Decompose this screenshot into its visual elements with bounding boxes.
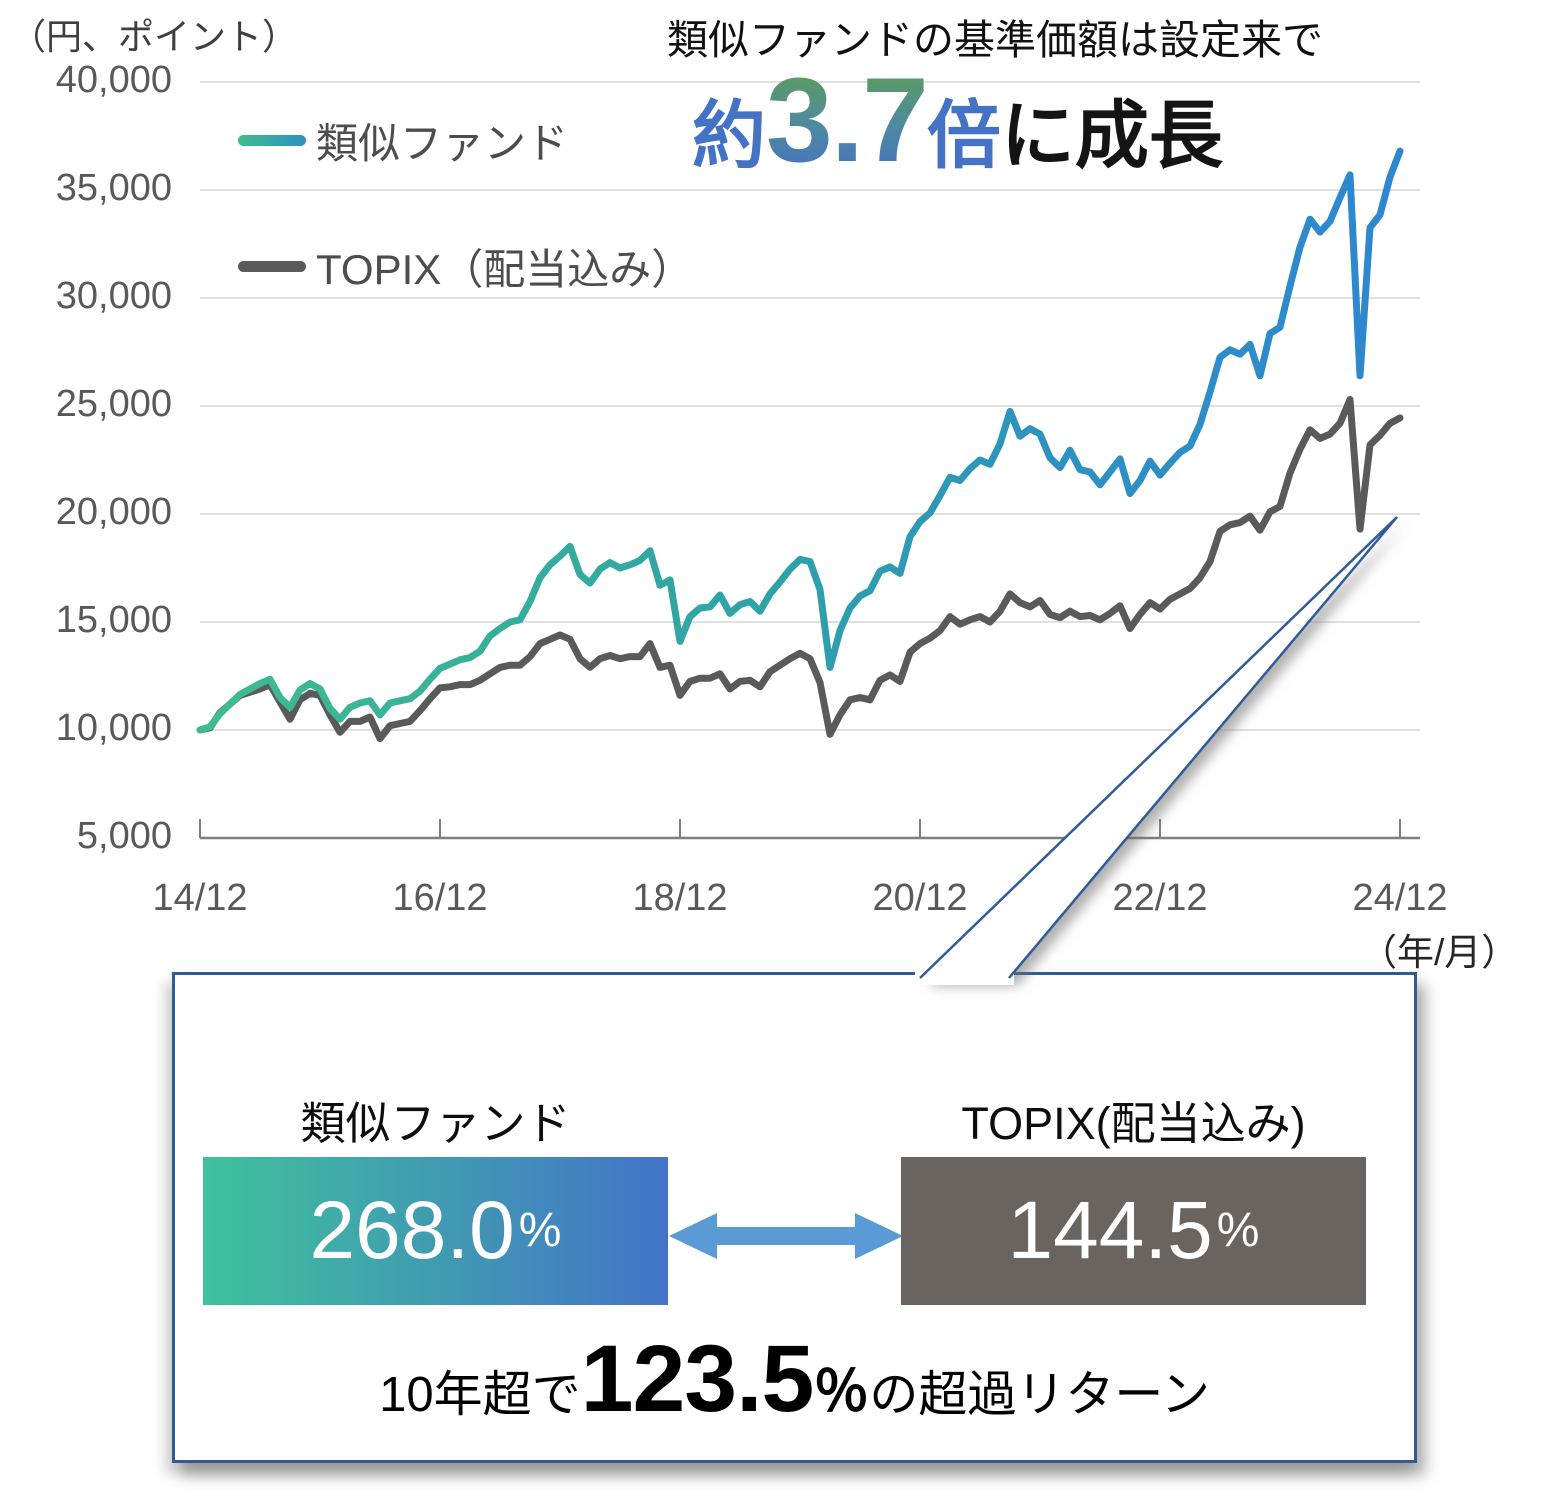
y-axis-unit-label: （円、ポイント） [10,16,299,57]
fund-return-value: 268.0 [309,1185,515,1276]
fund-return-percent-sign: % [518,1204,562,1257]
topix-return-percent-sign: % [1216,1204,1260,1257]
x-tick-label: 16/12 [392,877,488,919]
y-tick-label: 40,000 [55,59,172,101]
summary-prefix: 10年超で [379,1368,581,1422]
x-tick-label: 20/12 [872,877,968,919]
x-tick-label: 14/12 [152,877,248,919]
chart-title: 類似ファンドの基準価額は設定来で [667,17,1323,63]
gridlines [200,81,1420,731]
y-tick-label: 20,000 [55,491,172,533]
y-tick-label: 10,000 [55,707,172,749]
headline-prefix: 約 [692,94,766,177]
summary-value: 123.5 [580,1326,815,1432]
x-tick-label: 18/12 [632,877,728,919]
y-tick-label: 35,000 [55,167,172,209]
summary-suffix: の超過リターン [869,1368,1210,1422]
headline-multiple: 3.7 [766,53,929,187]
headline-bai: 倍 [926,94,1001,177]
x-axis [199,819,1420,840]
x-tick-label: 24/12 [1352,877,1448,919]
legend-label-fund: 類似ファンド [316,120,569,167]
topix-return-box: 144.5 % [901,1157,1366,1305]
growth-headline: 約 3.7 倍 に成長 [692,60,1223,180]
summary-percent-sign: ％ [813,1360,870,1423]
fund-return-box: 268.0 % [203,1157,668,1305]
callout-topix-label: TOPIX(配当込み) [961,1098,1306,1149]
y-tick-label: 25,000 [55,383,172,425]
callout-fund-label: 類似ファンド [300,1098,571,1149]
y-tick-label: 5,000 [76,815,172,857]
legend-item-fund: 類似ファンド [238,110,568,171]
headline-rest: に成長 [1000,94,1223,177]
y-tick-label: 30,000 [55,275,172,317]
x-tick-label: 22/12 [1112,877,1208,919]
fund-line [196,147,1404,734]
double-arrow-icon [669,1213,903,1259]
topix-line-swatch-icon [238,261,306,272]
x-axis-unit-label: （年/月） [1360,932,1519,973]
return-comparison-callout: 類似ファンド TOPIX(配当込み) 268.0 % 144.5 % 10年超で… [172,972,1417,1463]
legend-label-topix: TOPIX（配当込み） [316,246,694,293]
topix-return-value: 144.5 [1007,1185,1213,1276]
topix-line [196,396,1404,743]
legend-item-topix: TOPIX（配当込み） [238,236,693,297]
y-tick-label: 15,000 [55,599,172,641]
excess-return-summary: 10年超で123.5％の超過リターン [175,1325,1414,1434]
fund-line-swatch-icon [238,135,306,146]
